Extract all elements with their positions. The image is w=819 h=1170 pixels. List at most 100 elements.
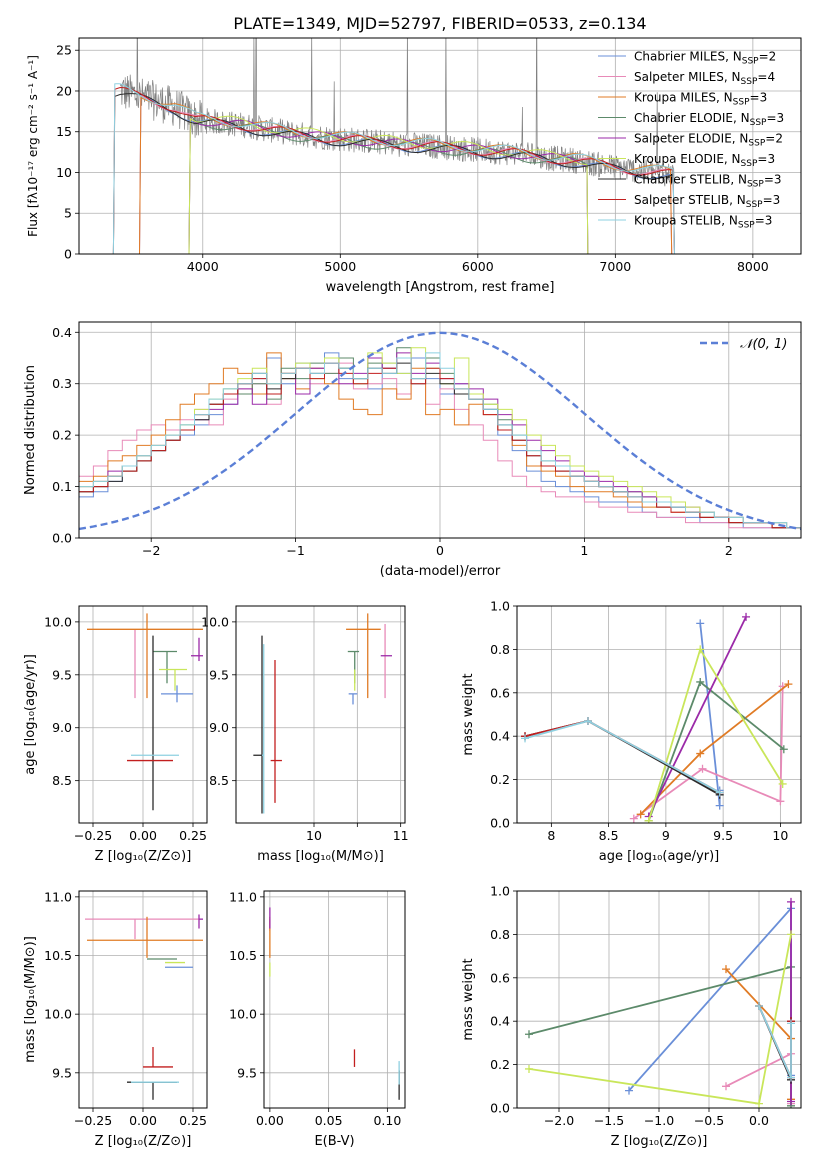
panel-spectrum: 4000 5000 6000 7000 8000 0 5 10 15 20 25 wavelength… <box>26 37 802 295</box>
model-line <box>112 83 675 254</box>
x-tick-label: 0.0 <box>749 1113 769 1128</box>
y-tick-label: 9.5 <box>209 667 229 682</box>
y-tick-label: 9.0 <box>52 720 72 735</box>
panel-mass_vs_ebv: 0.00 0.05 0.10 9.5 10.0 10.5 11.0 E(B-V) <box>229 889 406 1149</box>
x-axis-label: Z [log₁₀(Z/Z⊙)] <box>611 1134 708 1149</box>
panel-weight_vs_age: 8 8.5 9 9.5 10 0.0 0.2 0.4 0.6 0.8 1.0 age [log₁₀(a… <box>461 599 802 864</box>
y-tick-label: 8.5 <box>209 773 229 788</box>
x-tick-label: 7000 <box>599 259 631 274</box>
histogram-step <box>79 352 801 529</box>
y-tick-label: 10.5 <box>44 948 72 963</box>
x-tick-label: −1 <box>286 543 304 558</box>
series-marker <box>625 1086 633 1095</box>
y-axis-label: mass weight <box>461 958 476 1040</box>
x-axis-label: (data-model)/error <box>380 564 501 579</box>
series-marker <box>787 1019 795 1028</box>
x-tick-label: 11 <box>393 828 409 843</box>
x-tick-label: 8.5 <box>599 828 619 843</box>
panel-mass_vs_Z: −0.25 0.00 0.25 9.5 10.0 10.5 11.0 Z [log₁₀(Z/Z… <box>23 889 208 1149</box>
y-tick-label: 9.5 <box>237 1065 257 1080</box>
plot-area <box>112 38 675 254</box>
y-axis-label: Normed distribution <box>23 365 38 495</box>
x-tick-label: 0 <box>436 543 444 558</box>
y-tick-label: 10.0 <box>44 1007 72 1022</box>
y-tick-label: 0.2 <box>52 428 72 443</box>
x-tick-label: 2 <box>725 543 733 558</box>
legend: Chabrier MILES, NSSP=2 Salpeter MILES, NS… <box>598 50 784 231</box>
y-axis-label: mass [log₁₀(M/M⊙)] <box>23 936 38 1063</box>
series-marker <box>629 814 638 823</box>
x-tick-label: −2 <box>142 543 160 558</box>
x-tick-label: 8 <box>547 828 555 843</box>
series-marker <box>784 680 793 689</box>
plot-area <box>87 613 203 811</box>
series-marker <box>778 779 787 788</box>
gaussian-curve <box>79 331 801 531</box>
series-marker <box>698 764 707 773</box>
grid <box>79 38 801 255</box>
legend-entry: Chabrier ELODIE, NSSP=3 <box>634 111 784 128</box>
x-axis-label: age [log₁₀(age/yr)] <box>599 849 720 864</box>
x-tick-label: 0.00 <box>256 1113 284 1128</box>
y-axis-label: mass weight <box>461 673 476 755</box>
y-tick-label: 9.0 <box>209 720 229 735</box>
y-tick-label: 5 <box>64 206 72 221</box>
x-tick-label: 10 <box>772 828 788 843</box>
y-tick-label: 0.0 <box>52 531 72 546</box>
plot-area <box>79 331 801 531</box>
y-tick-label: 0.0 <box>490 1101 510 1116</box>
x-tick-label: 9.5 <box>713 828 733 843</box>
histogram-step <box>79 362 801 529</box>
x-tick-label: −1.0 <box>644 1113 674 1128</box>
x-tick-label: 10 <box>306 828 322 843</box>
series-marker <box>742 612 751 621</box>
axes-frame <box>235 605 406 824</box>
y-tick-label: 10.0 <box>201 614 229 629</box>
x-tick-label: 5000 <box>324 259 356 274</box>
series-marker <box>776 797 785 806</box>
x-tick-label: −0.25 <box>74 828 112 843</box>
series-marker <box>696 677 705 686</box>
series-marker <box>584 717 592 726</box>
x-tick-label: −1.5 <box>594 1113 624 1128</box>
series-marker <box>525 1030 533 1039</box>
grid <box>79 891 207 1108</box>
legend-entry: 𝒩(0, 1) <box>740 337 787 352</box>
y-tick-label: 0.8 <box>490 642 510 657</box>
y-tick-label: 25 <box>56 43 72 58</box>
y-tick-label: 8.5 <box>52 773 72 788</box>
y-tick-label: 10 <box>56 165 72 180</box>
x-tick-label: 6000 <box>462 259 494 274</box>
legend-entry: Kroupa MILES, NSSP=3 <box>634 91 767 108</box>
x-tick-label: 1 <box>580 543 588 558</box>
x-tick-label: 4000 <box>187 259 219 274</box>
y-tick-label: 0.1 <box>52 479 72 494</box>
series-marker <box>715 788 724 797</box>
model-line <box>188 115 589 254</box>
y-tick-label: 0.4 <box>52 325 72 340</box>
series-marker <box>787 930 795 939</box>
y-tick-label: 10.5 <box>229 948 257 963</box>
y-tick-label: 15 <box>56 124 72 139</box>
y-tick-label: 1.0 <box>490 884 510 899</box>
plot-area <box>521 612 793 823</box>
y-tick-label: 0.8 <box>490 927 510 942</box>
plot-area <box>253 613 392 814</box>
figure-title: PLATE=1349, MJD=52797, FIBERID=0533, z=0… <box>233 14 646 33</box>
y-tick-label: 20 <box>56 83 72 98</box>
series-marker <box>722 965 730 974</box>
plot-area <box>525 897 795 1108</box>
legend-entry: Salpeter MILES, NSSP=4 <box>634 70 775 87</box>
series-marker <box>755 1002 763 1011</box>
series-line <box>633 686 784 820</box>
y-tick-label: 9.5 <box>52 667 72 682</box>
y-tick-label: 10.0 <box>229 1007 257 1022</box>
plot-area <box>269 907 400 1100</box>
x-tick-label: 0.00 <box>129 1113 157 1128</box>
series-marker <box>696 619 705 628</box>
series-marker <box>696 645 705 654</box>
x-axis-label: E(B-V) <box>314 1134 354 1149</box>
x-axis-label: Z [log₁₀(Z/Z⊙)] <box>95 1134 192 1149</box>
x-tick-label: −0.5 <box>694 1113 724 1128</box>
